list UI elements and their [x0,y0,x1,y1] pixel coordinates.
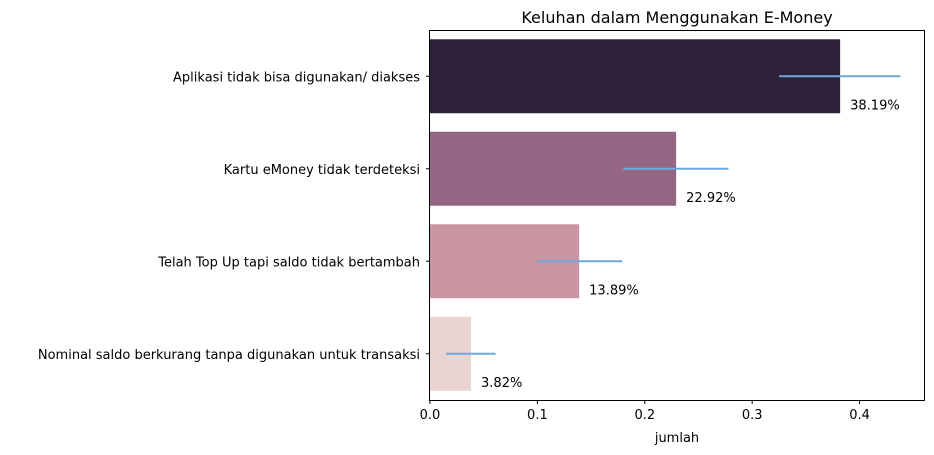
y-tick-label: Telah Top Up tapi saldo tidak bertambah [157,255,420,270]
y-tick-label: Kartu eMoney tidak terdeteksi [224,163,420,178]
y-tick-label: Aplikasi tidak bisa digunakan/ diakses [173,70,420,85]
y-tick-label: Nominal saldo berkurang tanpa digunakan … [38,348,420,363]
x-tick-label: 0.2 [634,408,655,423]
chart-title: Keluhan dalam Menggunakan E-Money [521,8,832,27]
x-tick-label: 0.3 [742,408,763,423]
data-label: 22.92% [686,191,736,206]
data-label: 13.89% [589,283,639,298]
data-label: 38.19% [850,98,900,113]
x-axis: 0.0 0.1 0.2 0.3 0.4 [420,400,870,423]
y-axis: Aplikasi tidak bisa digunakan/ diakses Ka… [38,70,430,363]
x-tick-label: 0.1 [527,408,548,423]
bar [430,39,841,114]
plot-frame [429,30,925,401]
data-labels-group: 38.19% 22.92% 13.89% 3.82% [481,98,900,391]
x-axis-label: jumlah [654,431,699,446]
bars-group [430,39,841,391]
x-tick-label: 0.0 [420,408,441,423]
data-label: 3.82% [481,376,522,391]
error-bars-group [446,75,901,355]
x-tick-label: 0.4 [849,408,870,423]
